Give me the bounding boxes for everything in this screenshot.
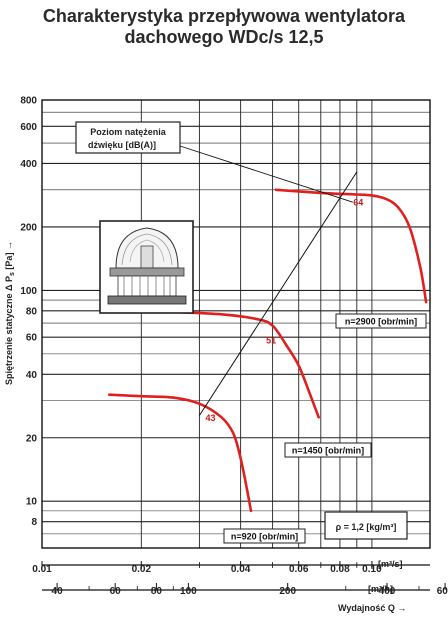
fan-illustration (99, 220, 194, 314)
curve-label-box (223, 528, 306, 544)
fan-curves (108, 188, 428, 513)
top-tick-label: 0.06 (289, 564, 309, 575)
top-tick-label: 0.10 (362, 564, 382, 575)
curve-label: n=920 [obr/min] (231, 532, 298, 542)
y-tick-label: 20 (26, 433, 38, 444)
bottom-axis-unit: [m³/h] (368, 584, 393, 594)
y-axis-arrow: → (4, 241, 14, 250)
y-axis-label: Spiętrzenie statyczne Δ P (4, 276, 14, 385)
y-axis-unit: [Pa] (4, 253, 14, 270)
bottom-tick-label: 60 (110, 586, 122, 597)
bottom-tick-label: 600 (437, 586, 448, 597)
top-tick-label: 0.08 (330, 564, 350, 575)
top-tick-label: 0.01 (32, 564, 52, 575)
plot-frame (41, 99, 431, 549)
noise-label-line-2: dźwięku [dB(A)] (88, 140, 156, 150)
y-tick-label: 200 (20, 222, 37, 233)
top-axis-unit: [m³/s] (378, 559, 403, 569)
y-tick-label: 400 (20, 159, 37, 170)
svg-text:Spiętrzenie statyczne Δ Ps [Pa: Spiętrzenie statyczne Δ Ps [Pa] → (4, 241, 16, 385)
y-tick-label: 10 (26, 497, 38, 508)
y-axis-sub: s (9, 272, 16, 276)
bottom-tick-label: 400 (379, 586, 396, 597)
bottom-axis-label: Wydajność Q (338, 603, 395, 613)
curve-label-box (284, 442, 372, 458)
axis-ticks: 8 10 20 40 60 80 100 200 400 600 800 0.01 0.02 0.04 0.… (20, 96, 448, 598)
y-tick-label: 600 (20, 122, 37, 133)
curve-labels: n=2900 [obr/min] n=1450 [obr/min] n=920 [o… (223, 313, 427, 544)
bottom-tick-label: 100 (180, 586, 197, 597)
y-tick-label: 40 (26, 370, 38, 381)
y-tick-label: 100 (20, 286, 37, 297)
noise-level-line (198, 171, 358, 416)
chart-title: Charakterystyka przepływowa wentylatora … (0, 6, 448, 48)
top-tick-label: 0.02 (132, 564, 152, 575)
density-box: ρ = 1,2 [kg/m³] (324, 511, 408, 540)
title-line-2: dachowego WDc/s 12,5 (124, 27, 324, 47)
bottom-tick-label: 200 (279, 586, 296, 597)
fan-curve (108, 393, 253, 513)
curve-label: n=1450 [obr/min] (292, 446, 364, 456)
noise-label-line-1: Poziom natężenia (90, 127, 167, 137)
curve-label: n=2900 [obr/min] (345, 317, 417, 327)
noise-pointer-line (179, 145, 353, 203)
noise-level-box: Poziom natężenia dźwięku [dB(A)] (75, 121, 181, 154)
y-tick-label: 800 (20, 96, 37, 107)
noise-value-label: 43 (205, 413, 215, 423)
curve-label-box (335, 313, 427, 329)
y-tick-label: 80 (26, 306, 38, 317)
density-note: ρ = 1,2 [kg/m³] (336, 522, 397, 532)
fan-curve (172, 310, 320, 419)
y-axis-title: Spiętrzenie statyczne Δ Ps [Pa] → (4, 241, 16, 385)
y-tick-label: 8 (31, 517, 37, 528)
noise-value-label: 51 (266, 335, 276, 345)
y-tick-label: 60 (26, 333, 38, 344)
bottom-axis-arrow: → (397, 603, 406, 613)
top-tick-label: 0.04 (231, 564, 251, 575)
bottom-tick-label: 40 (52, 586, 64, 597)
svg-text:Wydajność Q →: Wydajność Q → (338, 603, 406, 613)
title-line-1: Charakterystyka przepływowa wentylatora (42, 6, 406, 26)
bottom-tick-label: 80 (151, 586, 163, 597)
noise-value-label: 64 (353, 197, 363, 207)
noise-line: 64 51 43 (179, 145, 363, 423)
fan-curve (274, 188, 428, 304)
